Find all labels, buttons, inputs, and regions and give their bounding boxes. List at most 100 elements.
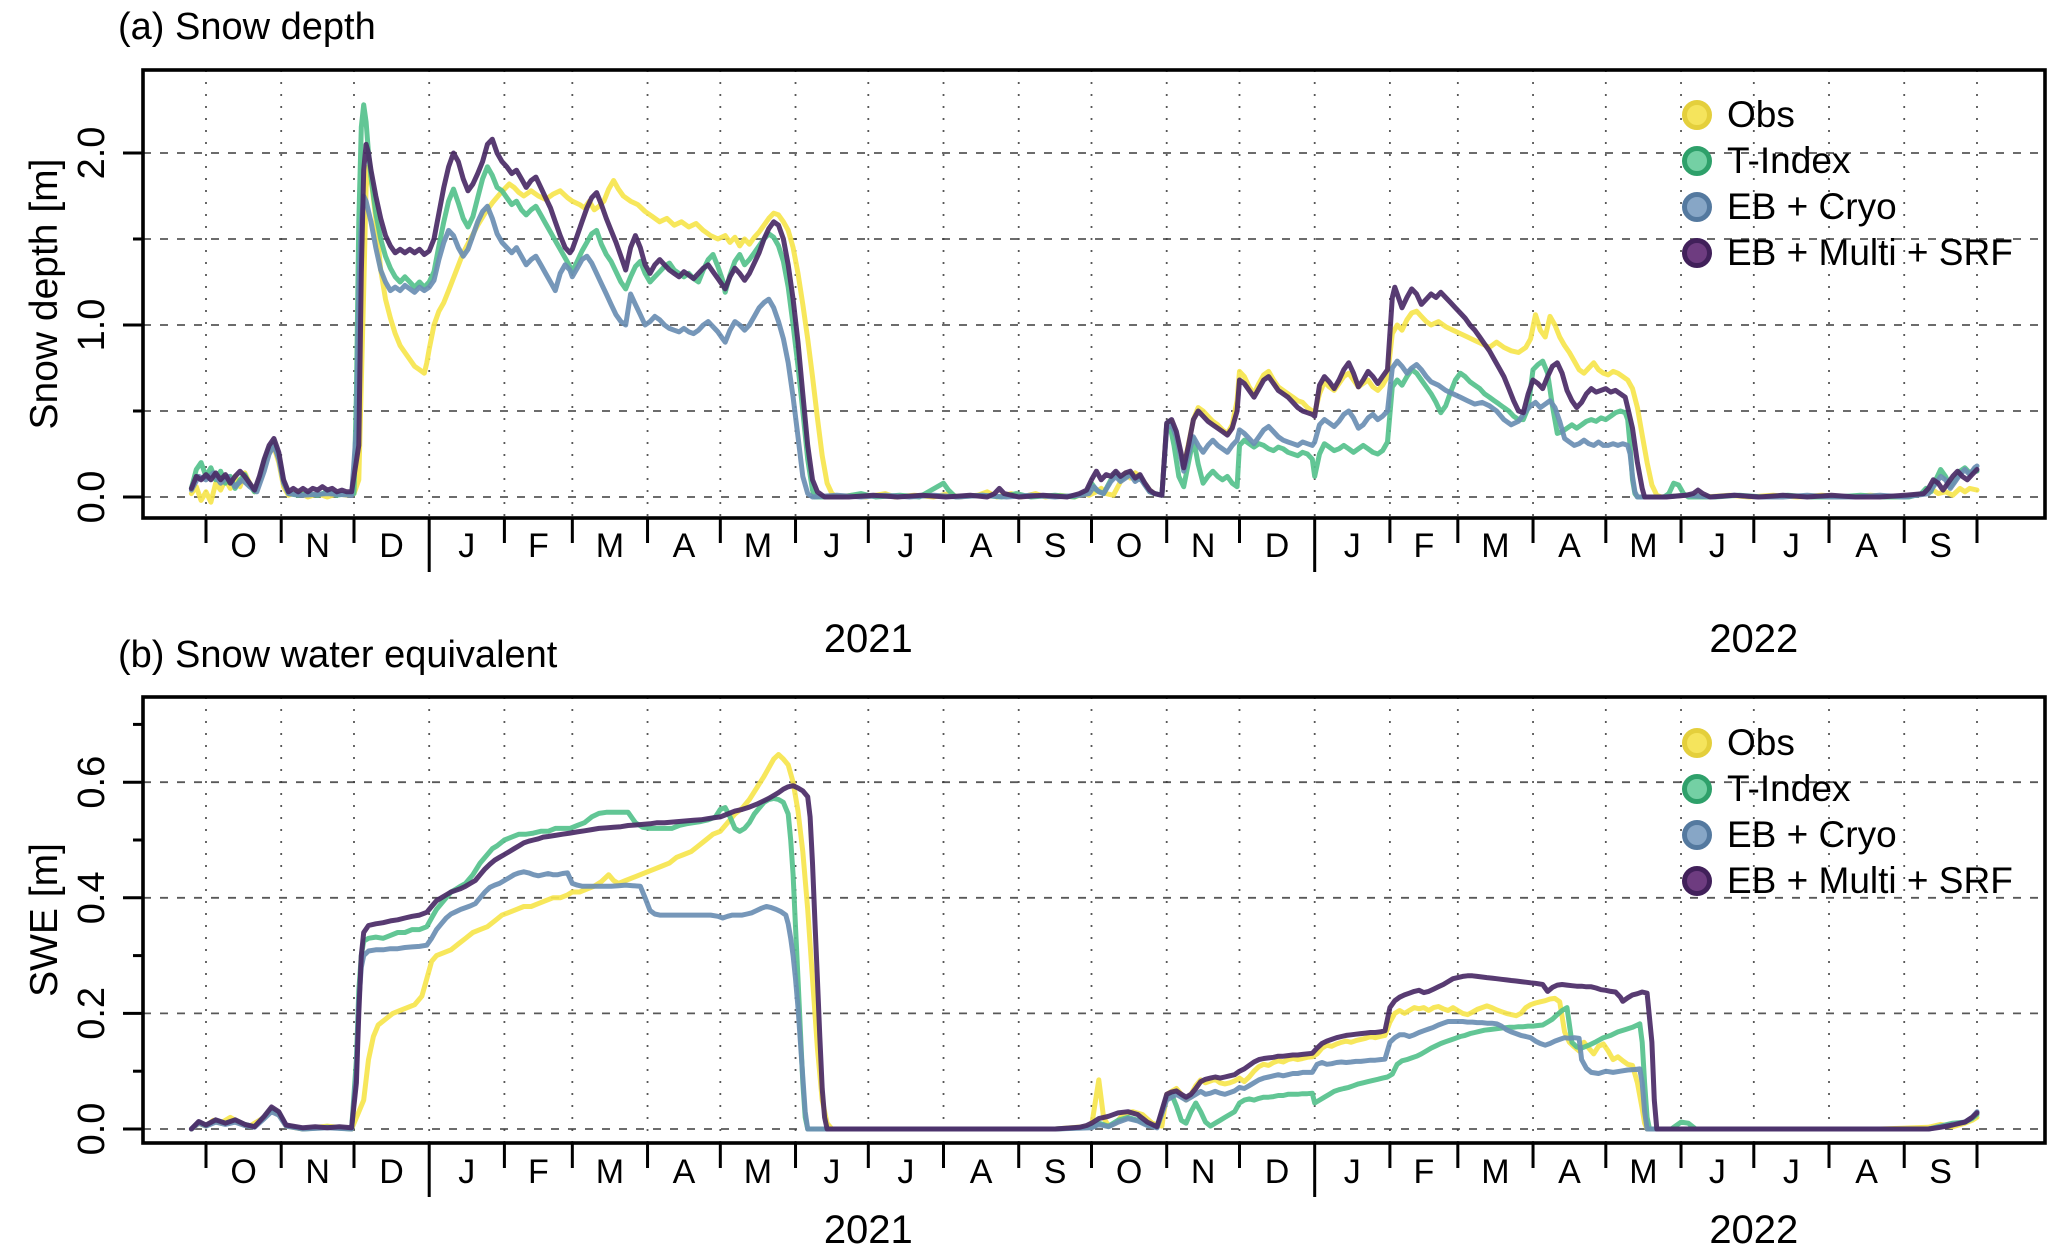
svg-text:J: J [823, 1153, 840, 1191]
legend-item-eb-cryo: EB + Cryo [1682, 812, 2013, 858]
svg-text:J: J [1344, 527, 1361, 565]
svg-text:O: O [1116, 527, 1142, 565]
svg-text:O: O [1116, 1153, 1142, 1191]
svg-text:N: N [1191, 1153, 1216, 1191]
svg-text:F: F [1413, 1153, 1434, 1191]
eb-multi-srf-marker-icon [1682, 238, 1712, 268]
svg-text:D: D [1265, 1153, 1290, 1191]
year-label: 2021 [824, 1208, 913, 1252]
svg-text:A: A [1855, 1153, 1878, 1191]
svg-text:N: N [305, 1153, 330, 1191]
legend-label: T-Index [1727, 768, 1851, 809]
svg-text:S: S [1929, 527, 1952, 565]
panel-a-legend: Obs T-Index EB + Cryo EB + Multi + SRF [1682, 92, 2013, 276]
svg-text:A: A [673, 527, 696, 565]
svg-text:S: S [1929, 1153, 1952, 1191]
legend-item-tindex: T-Index [1682, 766, 2013, 812]
svg-text:F: F [528, 527, 549, 565]
legend-label: EB + Cryo [1727, 186, 1897, 227]
x-axis-panel-b: O N D J F M A M J J A S O N D J F M A M J J A S 2021 2022 [204, 1143, 1979, 1252]
svg-text:F: F [528, 1153, 549, 1191]
svg-text:A: A [673, 1153, 696, 1191]
svg-text:J: J [1709, 1153, 1726, 1191]
year-label: 2022 [1709, 1208, 1798, 1252]
legend-label: Obs [1727, 94, 1795, 135]
svg-text:0.6: 0.6 [71, 756, 113, 809]
svg-text:M: M [744, 1153, 772, 1191]
plot-frame-a [141, 68, 2047, 520]
svg-text:J: J [1783, 527, 1800, 565]
eb-cryo-marker-icon [1682, 820, 1712, 850]
line-multi-b [188, 783, 1980, 1132]
svg-text:A: A [1558, 527, 1581, 565]
svg-text:O: O [230, 527, 256, 565]
svg-text:S: S [1044, 527, 1067, 565]
legend-label: EB + Cryo [1727, 814, 1897, 855]
svg-text:A: A [970, 527, 993, 565]
eb-cryo-marker-icon [1682, 192, 1712, 222]
legend-item-obs: Obs [1682, 92, 2013, 138]
svg-text:J: J [897, 527, 914, 565]
svg-text:F: F [1413, 527, 1434, 565]
svg-text:M: M [1481, 527, 1509, 565]
line-cryo-b [188, 869, 1980, 1132]
line-tindex-b [188, 795, 1980, 1132]
legend-item-eb-multi-srf: EB + Multi + SRF [1682, 858, 2013, 904]
year-label: 2022 [1709, 617, 1798, 661]
panel-a-y-axis-label: Snow depth [m] [23, 158, 66, 430]
legend-label: T-Index [1727, 140, 1851, 181]
obs-marker-icon [1682, 728, 1712, 758]
svg-text:J: J [823, 527, 840, 565]
svg-text:D: D [379, 527, 404, 565]
svg-text:0.2: 0.2 [71, 987, 113, 1040]
svg-text:M: M [1629, 1153, 1657, 1191]
svg-text:J: J [458, 1153, 475, 1191]
series-panel-b [188, 752, 1980, 1132]
svg-text:S: S [1044, 1153, 1067, 1191]
obs-marker-icon [1682, 100, 1712, 130]
legend-label: Obs [1727, 722, 1795, 763]
legend-item-eb-multi-srf: EB + Multi + SRF [1682, 230, 2013, 276]
line-cryo-a [188, 193, 1980, 500]
y-axis-panel-a: 0.0 1.0 2.0 [71, 127, 143, 524]
legend-item-eb-cryo: EB + Cryo [1682, 184, 2013, 230]
plot-frame-b [141, 695, 2047, 1145]
year-label: 2021 [824, 617, 913, 661]
svg-text:N: N [305, 527, 330, 565]
svg-text:A: A [970, 1153, 993, 1191]
svg-text:M: M [596, 527, 624, 565]
legend-item-tindex: T-Index [1682, 138, 2013, 184]
svg-text:0.0: 0.0 [71, 471, 113, 524]
svg-text:0.0: 0.0 [71, 1103, 113, 1156]
series-panel-a [188, 102, 1980, 505]
svg-text:J: J [1709, 527, 1726, 565]
legend-label: EB + Multi + SRF [1727, 232, 2013, 273]
y-axis-panel-b: 0.0 0.2 0.4 0.6 [71, 722, 143, 1156]
tindex-marker-icon [1682, 774, 1712, 804]
panel-a-title: (a) Snow depth [118, 6, 376, 48]
svg-text:A: A [1558, 1153, 1581, 1191]
svg-text:J: J [1344, 1153, 1361, 1191]
svg-text:M: M [1629, 527, 1657, 565]
panel-b-legend: Obs T-Index EB + Cryo EB + Multi + SRF [1682, 720, 2013, 904]
svg-text:J: J [458, 527, 475, 565]
line-multi-a [188, 136, 1980, 500]
legend-label: EB + Multi + SRF [1727, 860, 2013, 901]
svg-text:J: J [1783, 1153, 1800, 1191]
svg-text:2.0: 2.0 [71, 127, 113, 180]
svg-text:M: M [596, 1153, 624, 1191]
tindex-marker-icon [1682, 146, 1712, 176]
svg-text:D: D [379, 1153, 404, 1191]
panel-b-y-axis-label: SWE [m] [23, 843, 66, 997]
x-axis-panel-a: O N D J F M A M J J A S O N D J F M A M J J A S 2021 2022 [204, 518, 1979, 661]
svg-text:N: N [1191, 527, 1216, 565]
svg-text:A: A [1855, 527, 1878, 565]
legend-item-obs: Obs [1682, 720, 2013, 766]
svg-text:O: O [230, 1153, 256, 1191]
svg-text:1.0: 1.0 [71, 299, 113, 352]
svg-text:0.4: 0.4 [71, 871, 113, 924]
svg-text:J: J [897, 1153, 914, 1191]
panel-b-title: (b) Snow water equivalent [118, 634, 558, 676]
